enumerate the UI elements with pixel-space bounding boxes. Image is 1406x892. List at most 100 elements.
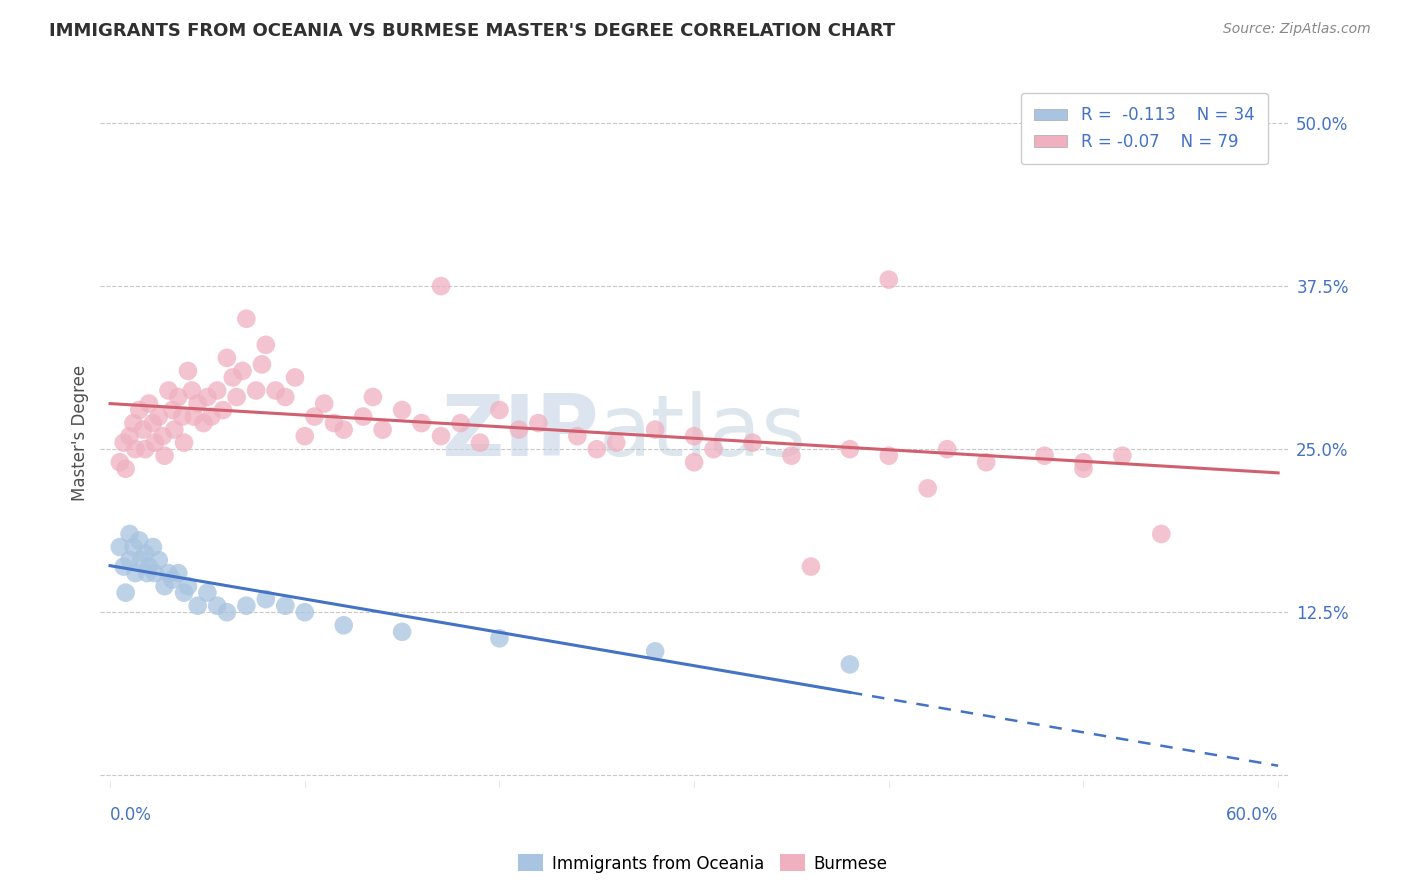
Point: [205, 384, 228, 398]
Legend: Immigrants from Oceania, Burmese: Immigrants from Oceania, Burmese: [512, 847, 894, 880]
Point: [683, 455, 706, 469]
Point: [153, 449, 176, 463]
Point: [974, 455, 997, 469]
Point: [488, 632, 510, 646]
Point: [128, 533, 150, 548]
Text: 60.0%: 60.0%: [1226, 806, 1278, 824]
Point: [167, 566, 190, 580]
Point: [142, 540, 165, 554]
Text: 0.0%: 0.0%: [110, 806, 152, 824]
Point: [163, 423, 186, 437]
Point: [585, 442, 607, 457]
Point: [1111, 449, 1133, 463]
Point: [128, 403, 150, 417]
Point: [157, 566, 180, 580]
Point: [741, 435, 763, 450]
Point: [411, 416, 433, 430]
Point: [134, 547, 156, 561]
Point: [488, 403, 510, 417]
Point: [148, 553, 170, 567]
Point: [187, 396, 209, 410]
Point: [215, 351, 238, 365]
Point: [152, 429, 174, 443]
Point: [197, 585, 219, 599]
Point: [167, 390, 190, 404]
Point: [780, 449, 803, 463]
Point: [304, 409, 326, 424]
Y-axis label: Master's Degree: Master's Degree: [72, 365, 89, 501]
Point: [605, 435, 627, 450]
Point: [430, 279, 453, 293]
Point: [114, 585, 136, 599]
Point: [225, 390, 247, 404]
Point: [132, 423, 155, 437]
Point: [235, 311, 257, 326]
Point: [567, 429, 589, 443]
Point: [177, 579, 200, 593]
Point: [215, 605, 238, 619]
Point: [877, 449, 900, 463]
Point: [180, 384, 202, 398]
Point: [134, 442, 156, 457]
Point: [1073, 455, 1095, 469]
Point: [1150, 527, 1173, 541]
Point: [118, 527, 141, 541]
Point: [177, 364, 200, 378]
Point: [323, 416, 346, 430]
Point: [264, 384, 287, 398]
Point: [838, 442, 860, 457]
Point: [877, 272, 900, 286]
Point: [527, 416, 550, 430]
Point: [124, 566, 146, 580]
Point: [314, 396, 336, 410]
Point: [250, 358, 273, 372]
Text: atlas: atlas: [599, 392, 807, 475]
Point: [703, 442, 725, 457]
Point: [254, 592, 277, 607]
Point: [391, 624, 413, 639]
Point: [153, 579, 176, 593]
Point: [173, 435, 195, 450]
Point: [122, 540, 145, 554]
Point: [371, 423, 394, 437]
Point: [644, 423, 666, 437]
Point: [108, 540, 131, 554]
Point: [143, 435, 166, 450]
Point: [197, 390, 219, 404]
Point: [332, 423, 354, 437]
Point: [430, 429, 453, 443]
Point: [187, 599, 209, 613]
Point: [450, 416, 472, 430]
Point: [254, 338, 277, 352]
Point: [136, 566, 159, 580]
Point: [800, 559, 823, 574]
Legend: R =  -0.113    N = 34, R = -0.07    N = 79: R = -0.113 N = 34, R = -0.07 N = 79: [1021, 93, 1268, 164]
Point: [274, 390, 297, 404]
Point: [200, 409, 222, 424]
Point: [508, 423, 530, 437]
Point: [1033, 449, 1056, 463]
Point: [391, 403, 413, 417]
Point: [917, 481, 939, 495]
Point: [122, 416, 145, 430]
Text: IMMIGRANTS FROM OCEANIA VS BURMESE MASTER'S DEGREE CORRELATION CHART: IMMIGRANTS FROM OCEANIA VS BURMESE MASTE…: [49, 22, 896, 40]
Point: [162, 573, 184, 587]
Point: [936, 442, 959, 457]
Point: [1073, 461, 1095, 475]
Point: [245, 384, 267, 398]
Point: [294, 605, 316, 619]
Point: [468, 435, 491, 450]
Point: [683, 429, 706, 443]
Point: [114, 461, 136, 475]
Point: [162, 403, 184, 417]
Point: [157, 384, 180, 398]
Point: [274, 599, 297, 613]
Point: [138, 396, 160, 410]
Point: [222, 370, 245, 384]
Point: [118, 553, 141, 567]
Point: [183, 409, 205, 424]
Point: [231, 364, 253, 378]
Point: [142, 416, 165, 430]
Point: [205, 599, 228, 613]
Point: [143, 566, 166, 580]
